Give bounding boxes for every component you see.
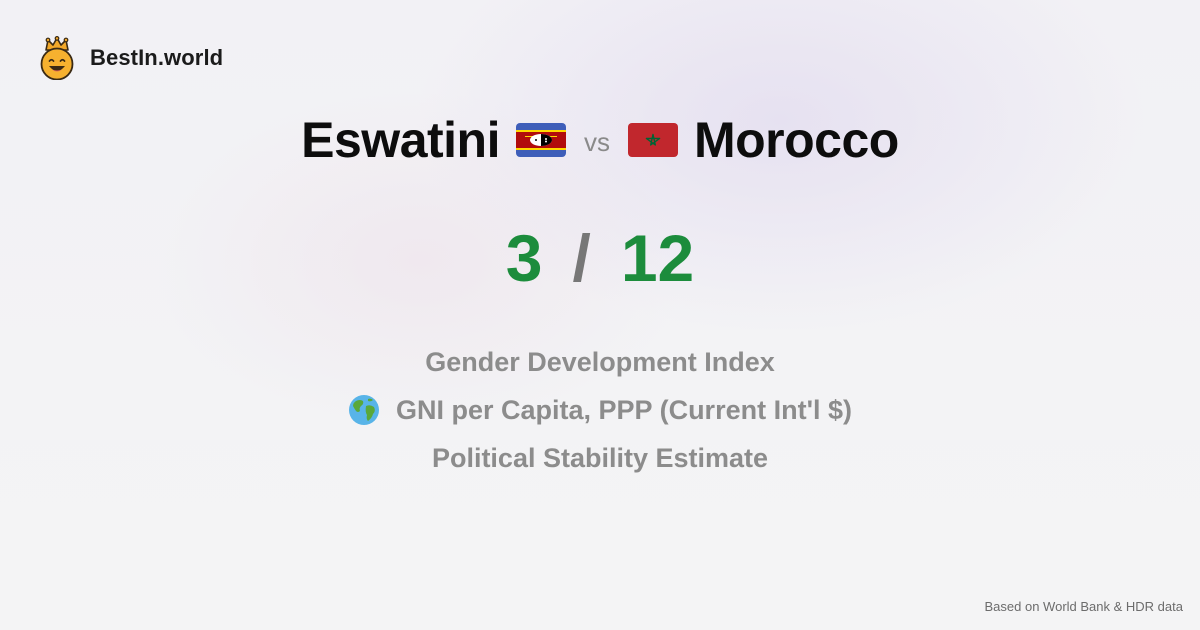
metric-label: GNI per Capita, PPP (Current Int'l $) <box>396 394 852 425</box>
metric-item: GNI per Capita, PPP (Current Int'l $) <box>348 386 852 434</box>
vs-label: vs <box>583 126 610 157</box>
metric-label: Gender Development Index <box>425 346 775 377</box>
brand[interactable]: BestIn.world <box>38 36 223 80</box>
globe-icon <box>349 395 379 425</box>
data-source-note: Based on World Bank & HDR data <box>984 599 1183 614</box>
metric-item: Gender Development Index <box>425 338 775 386</box>
brand-name: BestIn.world <box>90 45 224 70</box>
right-score: 12 <box>620 221 695 295</box>
metric-item: Political Stability Estimate <box>432 434 768 482</box>
right-country-name: Morocco <box>693 112 899 168</box>
crown-smiley-icon <box>40 36 74 80</box>
score-separator: / <box>572 221 591 295</box>
morocco-flag-icon <box>627 123 678 157</box>
left-country-name: Eswatini <box>301 112 500 168</box>
metric-label: Political Stability Estimate <box>431 442 769 473</box>
left-score: 3 <box>505 221 543 295</box>
comparison-title: Eswatini vs Morocco <box>0 110 1200 170</box>
eswatini-flag-icon <box>515 123 566 157</box>
metrics-list: Gender Development Index GNI per Capita,… <box>0 338 1200 482</box>
score: 3 / 12 <box>0 218 1200 298</box>
